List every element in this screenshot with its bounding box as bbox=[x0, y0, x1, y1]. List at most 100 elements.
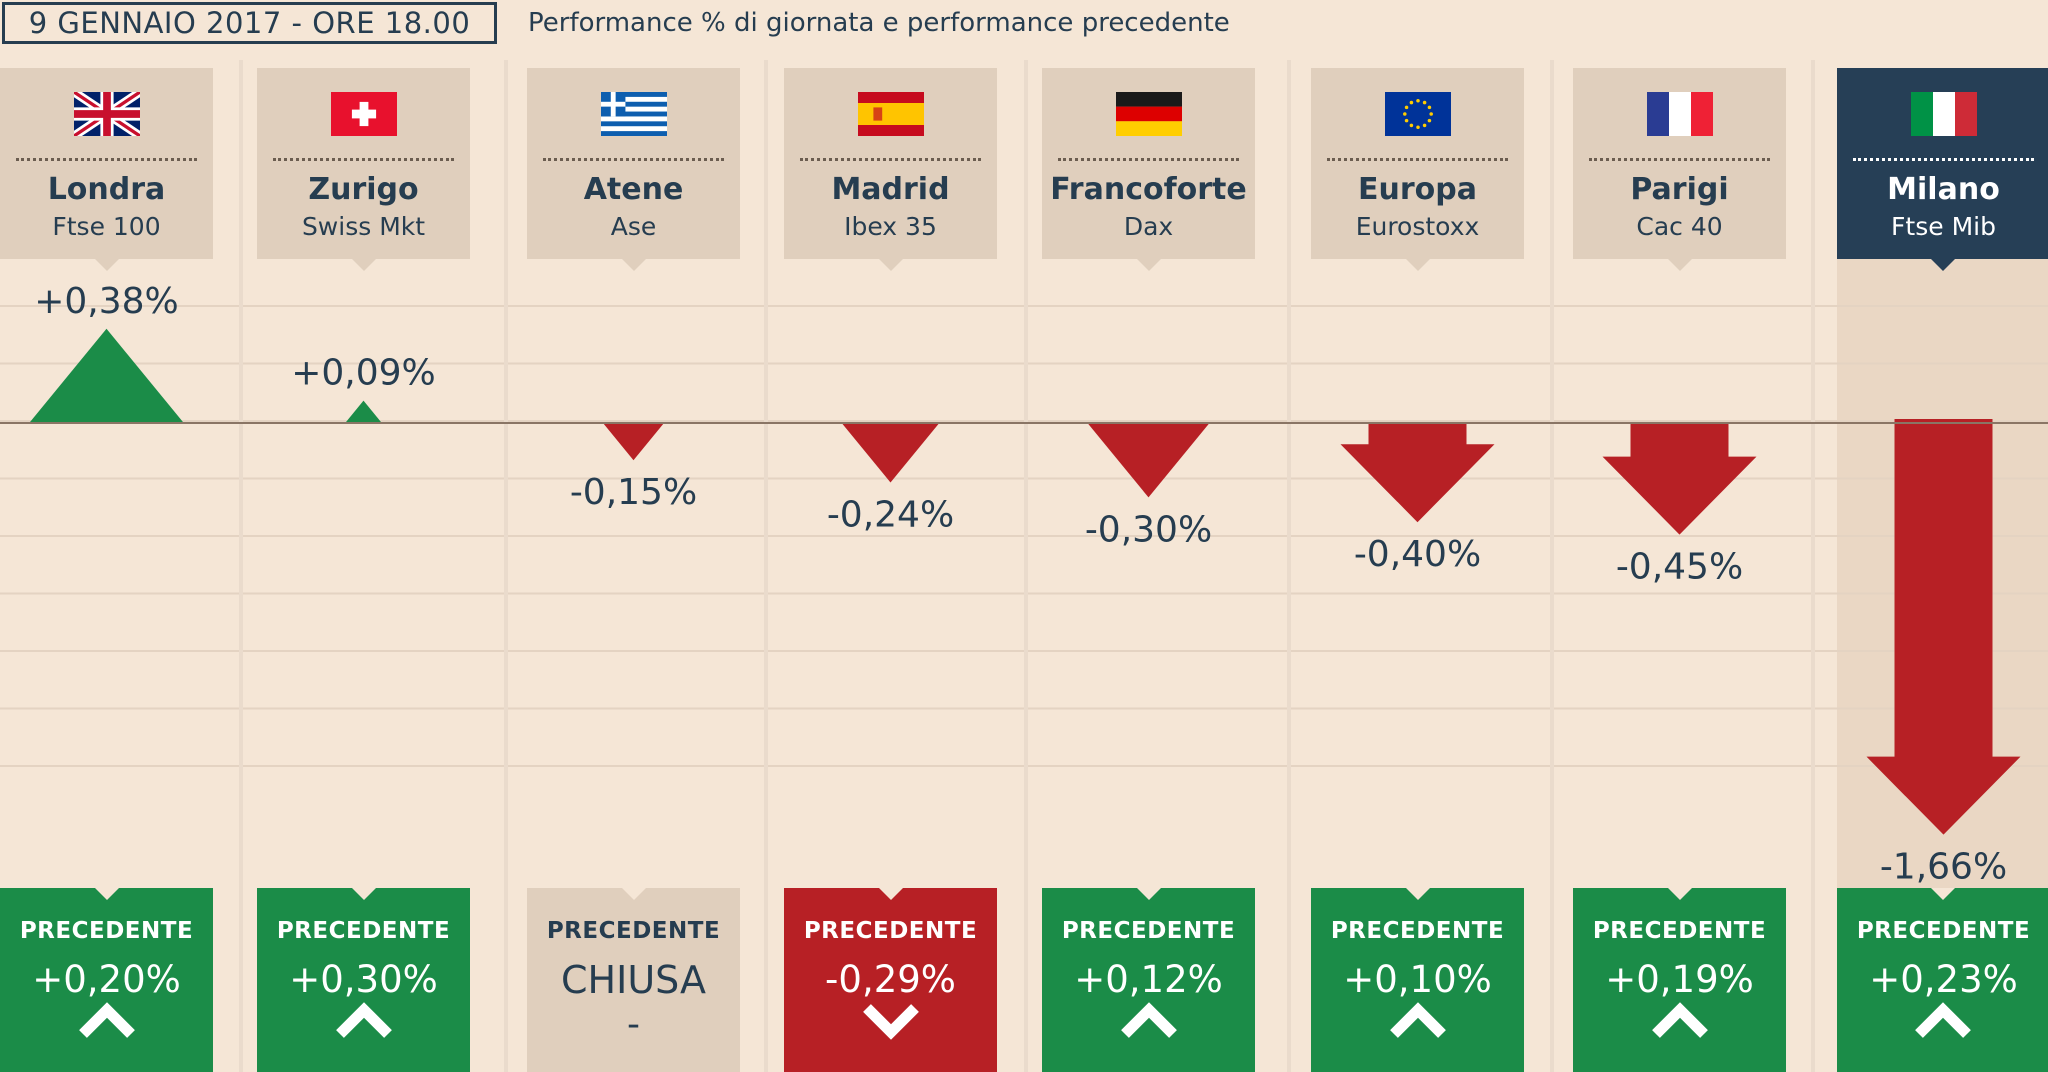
index-name: Ibex 35 bbox=[844, 212, 937, 241]
eu-flag-icon bbox=[1384, 92, 1451, 136]
greece-flag-icon bbox=[600, 92, 667, 136]
box-notch bbox=[878, 888, 903, 900]
market-header-madrid: Madrid Ibex 35 bbox=[784, 68, 997, 271]
box-notch bbox=[1931, 888, 1955, 900]
switzerland-flag-icon bbox=[330, 92, 397, 136]
previous-value: CHIUSA bbox=[561, 958, 706, 1002]
market-header-francoforte: Francoforte Dax bbox=[1042, 68, 1255, 271]
change-label: +0,09% bbox=[291, 353, 436, 394]
dotted-divider bbox=[1327, 158, 1508, 161]
gain-triangle bbox=[345, 400, 382, 423]
chevron-up-icon bbox=[77, 1000, 137, 1040]
germany-flag-icon bbox=[1115, 92, 1182, 136]
previous-performance-parigi: PRECEDENTE +0,19% bbox=[1573, 888, 1786, 1072]
dotted-divider bbox=[543, 158, 724, 161]
box-notch bbox=[351, 888, 376, 900]
previous-value: +0,10% bbox=[1343, 958, 1492, 1001]
previous-label: PRECEDENTE bbox=[546, 918, 721, 944]
change-label: -0,45% bbox=[1616, 547, 1743, 588]
previous-value: +0,12% bbox=[1074, 958, 1223, 1001]
previous-value: -0,29% bbox=[825, 958, 956, 1001]
city-name: Europa bbox=[1358, 172, 1477, 207]
previous-label: PRECEDENTE bbox=[276, 918, 451, 944]
header-pointer bbox=[1667, 259, 1692, 271]
city-name: Milano bbox=[1887, 172, 2000, 207]
market-header-atene: Atene Ase bbox=[527, 68, 740, 271]
market-header-europa: Europa Eurostoxx bbox=[1311, 68, 1524, 271]
chevron-up-icon bbox=[1119, 1000, 1179, 1040]
previous-label: PRECEDENTE bbox=[19, 918, 194, 944]
header-pointer bbox=[878, 259, 903, 271]
dotted-divider bbox=[1058, 158, 1239, 161]
index-name: Ftse Mib bbox=[1891, 212, 1996, 241]
index-name: Swiss Mkt bbox=[301, 212, 426, 241]
dotted-divider bbox=[16, 158, 197, 161]
index-name: Cac 40 bbox=[1636, 212, 1723, 241]
chevron-down-icon bbox=[861, 1000, 921, 1040]
previous-performance-europa: PRECEDENTE +0,10% bbox=[1311, 888, 1524, 1072]
change-label: -0,30% bbox=[1085, 509, 1212, 550]
index-name: Eurostoxx bbox=[1355, 212, 1480, 241]
spain-flag-icon bbox=[857, 92, 924, 136]
france-flag-icon bbox=[1646, 92, 1713, 136]
italy-flag-icon bbox=[1911, 92, 1977, 136]
header-pointer bbox=[1931, 259, 1955, 271]
loss-arrow bbox=[1340, 423, 1495, 523]
previous-performance-francoforte: PRECEDENTE +0,12% bbox=[1042, 888, 1255, 1072]
previous-label: PRECEDENTE bbox=[1592, 918, 1767, 944]
uk-flag-icon bbox=[73, 92, 140, 136]
change-label: -1,66% bbox=[1880, 847, 2007, 888]
header-pointer bbox=[621, 259, 646, 271]
index-name: Ase bbox=[610, 212, 657, 241]
dotted-divider bbox=[800, 158, 981, 161]
header-pointer bbox=[94, 259, 119, 271]
previous-value: +0,23% bbox=[1869, 958, 2018, 1001]
previous-label: PRECEDENTE bbox=[1061, 918, 1236, 944]
previous-performance-milano: PRECEDENTE +0,23% bbox=[1837, 888, 2048, 1072]
dotted-divider bbox=[1853, 158, 2034, 161]
dotted-divider bbox=[1589, 158, 1770, 161]
previous-performance-madrid: PRECEDENTE -0,29% bbox=[784, 888, 997, 1072]
chart-subtitle: Performance % di giornata e performance … bbox=[528, 8, 1230, 38]
previous-extra: - bbox=[627, 1004, 640, 1045]
previous-value: +0,19% bbox=[1605, 958, 1754, 1001]
change-label: -0,24% bbox=[827, 495, 954, 536]
box-notch bbox=[94, 888, 119, 900]
previous-label: PRECEDENTE bbox=[803, 918, 978, 944]
chevron-up-icon bbox=[1650, 1000, 1710, 1040]
loss-arrow bbox=[1602, 423, 1757, 535]
change-label: -0,40% bbox=[1354, 534, 1481, 575]
chevron-up-icon bbox=[334, 1000, 394, 1040]
city-name: Londra bbox=[47, 172, 166, 207]
loss-triangle bbox=[1087, 423, 1210, 498]
previous-value: +0,20% bbox=[32, 958, 181, 1001]
market-header-londra: Londra Ftse 100 bbox=[0, 68, 213, 271]
previous-performance-zurigo: PRECEDENTE +0,30% bbox=[257, 888, 470, 1072]
previous-value: +0,30% bbox=[289, 958, 438, 1001]
header-pointer bbox=[1405, 259, 1430, 271]
change-label: +0,38% bbox=[34, 281, 179, 322]
market-header-milano: Milano Ftse Mib bbox=[1837, 68, 2048, 271]
market-header-parigi: Parigi Cac 40 bbox=[1573, 68, 1786, 271]
previous-performance-londra: PRECEDENTE +0,20% bbox=[0, 888, 213, 1072]
box-notch bbox=[1667, 888, 1692, 900]
dotted-divider bbox=[273, 158, 454, 161]
box-notch bbox=[1136, 888, 1161, 900]
city-name: Atene bbox=[583, 172, 684, 207]
loss-triangle bbox=[841, 423, 940, 483]
date-label: 9 GENNAIO 2017 - ORE 18.00 bbox=[2, 2, 497, 44]
index-name: Ftse 100 bbox=[52, 212, 161, 241]
chevron-up-icon bbox=[1388, 1000, 1448, 1040]
city-name: Madrid bbox=[831, 172, 950, 207]
previous-label: PRECEDENTE bbox=[1330, 918, 1505, 944]
box-notch bbox=[621, 888, 646, 900]
header-pointer bbox=[1136, 259, 1161, 271]
market-header-zurigo: Zurigo Swiss Mkt bbox=[257, 68, 470, 271]
loss-triangle bbox=[602, 423, 665, 461]
city-name: Francoforte bbox=[1050, 172, 1247, 207]
box-notch bbox=[1405, 888, 1430, 900]
chevron-up-icon bbox=[1913, 1000, 1973, 1040]
change-label: -0,15% bbox=[570, 472, 697, 513]
loss-arrow bbox=[1866, 419, 2021, 835]
